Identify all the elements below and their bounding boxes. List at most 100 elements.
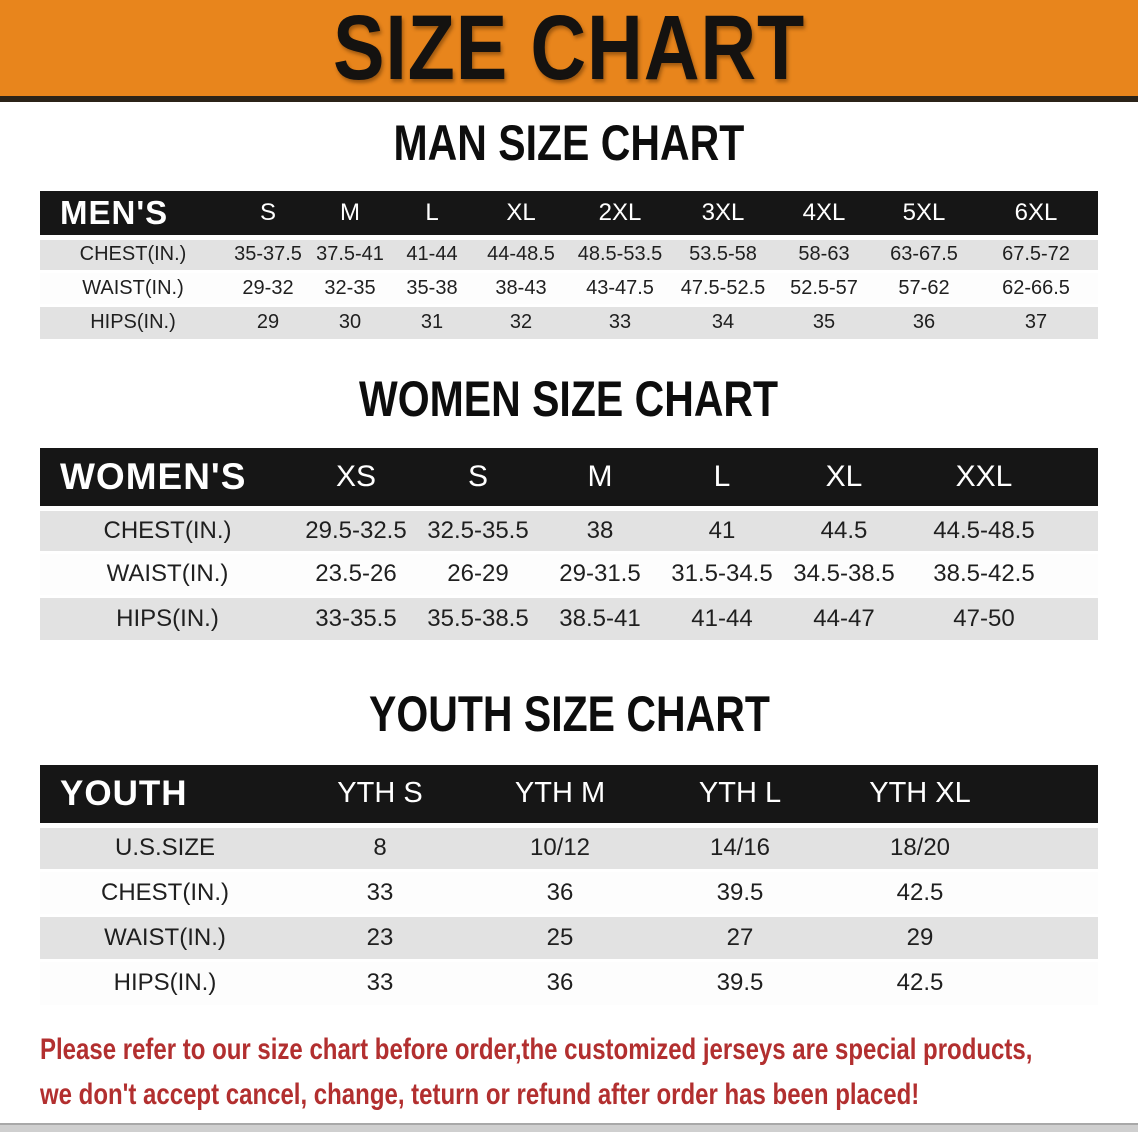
size-column-header: 4XL [774, 191, 874, 240]
row-label: CHEST(IN.) [101, 878, 229, 906]
filler-cell [1010, 765, 1098, 828]
table-row: CHEST(IN.) 29.5-32.5 32.5-35.5 38 41 44.5 44.5… [40, 508, 1098, 552]
size-cell: 33 [608, 311, 632, 334]
row-label: HIPS(IN.) [90, 311, 176, 334]
size-cell: 39.5 [716, 969, 764, 997]
size-cell: 47-50 [953, 604, 1015, 632]
size-cell: 62-66.5 [1002, 276, 1070, 299]
size-cell: 44-47 [813, 604, 875, 632]
filler-cell [1010, 960, 1098, 1005]
size-cell: 41-44 [691, 604, 753, 632]
size-cell: 27 [726, 923, 754, 951]
size-cell: 29 [906, 923, 934, 951]
size-column-header: YTH L [650, 765, 830, 828]
size-cell: 37.5-41 [316, 243, 384, 265]
table-corner-label: YOUTH [40, 765, 290, 828]
row-label: U.S.SIZE [114, 834, 216, 861]
size-cell: 29 [256, 311, 280, 334]
size-cell: 30 [338, 311, 362, 334]
size-cell: 38 [586, 516, 614, 544]
disclaimer: Please refer to our size chart before or… [40, 1027, 1138, 1117]
size-cell: 44-48.5 [487, 243, 555, 265]
size-cell: 42.5 [896, 878, 944, 906]
men-section-heading: MAN SIZE CHART [393, 115, 745, 171]
size-cell: 34 [711, 311, 735, 334]
size-cell: 35 [812, 311, 836, 334]
size-cell: 42.5 [896, 969, 944, 997]
size-cell: 53.5-58 [689, 243, 757, 265]
size-cell: 52.5-57 [790, 276, 858, 299]
table-row: WAIST(IN.) 23.5-26 26-29 29-31.5 31.5-34.5 34… [40, 552, 1098, 596]
table-row: U.S.SIZE 8 10/12 14/16 18/20 [40, 825, 1098, 870]
filler-cell [1063, 508, 1098, 552]
size-cell: 14/16 [709, 834, 771, 861]
size-cell: 38.5-41 [559, 604, 641, 632]
table-row: CHEST(IN.) 35-37.5 37.5-41 41-44 44-48.5 48.5… [40, 237, 1098, 271]
size-cell: 43-47.5 [586, 276, 654, 299]
filler-cell [1010, 825, 1098, 870]
size-cell: 58-63 [798, 243, 850, 265]
size-cell: 35-38 [406, 276, 458, 299]
table-row: CHEST(IN.) 33 36 39.5 42.5 [40, 870, 1098, 915]
size-cell: 36 [546, 878, 574, 906]
size-cell: 36 [546, 969, 574, 997]
size-cell: 35.5-38.5 [427, 604, 529, 632]
row-label: WAIST(IN.) [106, 560, 229, 587]
size-column-header: YTH S [290, 765, 470, 828]
size-column-header: M [539, 448, 661, 511]
filler-cell [1010, 915, 1098, 960]
size-cell: 33-35.5 [315, 604, 397, 632]
size-cell: 44.5-48.5 [933, 516, 1035, 544]
size-cell: 41-44 [406, 243, 458, 265]
size-cell: 33 [366, 969, 394, 997]
row-label: WAIST(IN.) [104, 923, 226, 951]
disclaimer-line-1: Please refer to our size chart before or… [40, 1033, 1033, 1066]
size-column-header: XXL [905, 448, 1063, 511]
disclaimer-line-2: we don't accept cancel, change, teturn o… [40, 1078, 920, 1111]
size-cell: 57-62 [898, 276, 950, 299]
size-column-header: XL [783, 448, 905, 511]
size-cell: 23.5-26 [315, 560, 397, 587]
size-cell: 33 [366, 878, 394, 906]
size-column-header: YTH M [470, 765, 650, 828]
row-label: HIPS(IN.) [116, 604, 219, 632]
size-cell: 32-35 [324, 276, 376, 299]
size-column-header: XL [474, 191, 568, 240]
table-header-row: YOUTH YTH S YTH M YTH L YTH XL [40, 765, 1098, 828]
filler-cell [1010, 870, 1098, 915]
filler-cell [1063, 596, 1098, 640]
size-cell: 32.5-35.5 [427, 516, 529, 544]
table-row: HIPS(IN.) 33-35.5 35.5-38.5 38.5-41 41-44 44-… [40, 596, 1098, 640]
size-cell: 63-67.5 [890, 243, 958, 265]
size-cell: 29-31.5 [559, 560, 641, 587]
size-column-header: XS [295, 448, 417, 511]
size-cell: 44.5 [820, 516, 868, 544]
filler-cell [1063, 552, 1098, 596]
size-column-header: S [226, 191, 310, 240]
size-cell: 31.5-34.5 [671, 560, 773, 587]
size-cell: 29-32 [242, 276, 294, 299]
page-title: SIZE CHART [332, 0, 806, 99]
size-column-header: L [390, 191, 474, 240]
table-row: WAIST(IN.) 29-32 32-35 35-38 38-43 43-47.5 47.… [40, 271, 1098, 305]
row-label: HIPS(IN.) [113, 969, 217, 997]
women-section-heading: WOMEN SIZE CHART [359, 371, 779, 427]
banner: SIZE CHART [0, 0, 1138, 102]
table-row: HIPS(IN.) 33 36 39.5 42.5 [40, 960, 1098, 1005]
table-corner-label: MEN'S [40, 191, 226, 240]
youth-size-table: YOUTH YTH S YTH M YTH L YTH XL U.S.SIZE 8 10/12… [40, 765, 1098, 1005]
size-column-header: M [310, 191, 390, 240]
size-cell: 32 [509, 311, 533, 334]
size-cell: 8 [373, 834, 387, 861]
table-row: WAIST(IN.) 23 25 27 29 [40, 915, 1098, 960]
size-column-header: 6XL [974, 191, 1098, 240]
size-cell: 18/20 [889, 834, 951, 861]
size-cell: 47.5-52.5 [680, 276, 766, 299]
size-cell: 23 [366, 923, 394, 951]
size-column-header: 5XL [874, 191, 974, 240]
size-cell: 41 [708, 516, 736, 544]
size-cell: 39.5 [716, 878, 764, 906]
size-cell: 34.5-38.5 [793, 560, 895, 587]
table-header-row: WOMEN'S XS S M L XL XXL [40, 448, 1098, 511]
